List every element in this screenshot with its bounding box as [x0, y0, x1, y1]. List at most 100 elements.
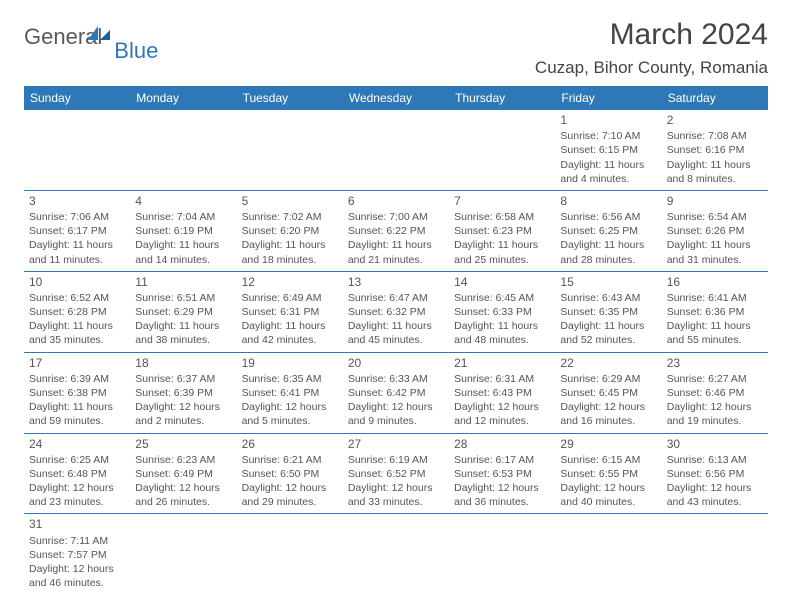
calendar-cell: 22Sunrise: 6:29 AMSunset: 6:45 PMDayligh… [555, 353, 661, 433]
calendar-cell: 31Sunrise: 7:11 AMSunset: 7:57 PMDayligh… [24, 514, 130, 594]
calendar-cell: 12Sunrise: 6:49 AMSunset: 6:31 PMDayligh… [237, 272, 343, 352]
cell-line: and 16 minutes. [560, 414, 656, 428]
calendar-cell: 24Sunrise: 6:25 AMSunset: 6:48 PMDayligh… [24, 434, 130, 514]
cell-line: Sunrise: 6:51 AM [135, 291, 231, 305]
cell-line: Sunrise: 6:37 AM [135, 372, 231, 386]
day-number: 30 [667, 436, 763, 452]
cell-line: and 35 minutes. [29, 333, 125, 347]
cell-line: and 43 minutes. [667, 495, 763, 509]
cell-line: Daylight: 11 hours [560, 158, 656, 172]
cell-line: Sunrise: 6:41 AM [667, 291, 763, 305]
day-number: 16 [667, 274, 763, 290]
calendar-cell [24, 110, 130, 190]
cell-line: Sunrise: 6:47 AM [348, 291, 444, 305]
calendar-row: 3Sunrise: 7:06 AMSunset: 6:17 PMDaylight… [24, 191, 768, 272]
cell-line: and 45 minutes. [348, 333, 444, 347]
calendar-cell: 23Sunrise: 6:27 AMSunset: 6:46 PMDayligh… [662, 353, 768, 433]
cell-line: and 31 minutes. [667, 253, 763, 267]
cell-line: Sunrise: 6:23 AM [135, 453, 231, 467]
day-number: 5 [242, 193, 338, 209]
calendar-cell: 25Sunrise: 6:23 AMSunset: 6:49 PMDayligh… [130, 434, 236, 514]
calendar-cell: 21Sunrise: 6:31 AMSunset: 6:43 PMDayligh… [449, 353, 555, 433]
cell-line: Daylight: 11 hours [29, 400, 125, 414]
cell-line: and 48 minutes. [454, 333, 550, 347]
cell-line: Daylight: 11 hours [454, 319, 550, 333]
day-number: 6 [348, 193, 444, 209]
cell-line: and 19 minutes. [667, 414, 763, 428]
cell-line: Sunset: 6:49 PM [135, 467, 231, 481]
cell-line: Sunrise: 6:54 AM [667, 210, 763, 224]
cell-line: Sunset: 6:29 PM [135, 305, 231, 319]
cell-line: and 12 minutes. [454, 414, 550, 428]
cell-line: Sunrise: 6:45 AM [454, 291, 550, 305]
cell-line: Sunset: 6:52 PM [348, 467, 444, 481]
day-number: 14 [454, 274, 550, 290]
cell-line: Sunset: 6:32 PM [348, 305, 444, 319]
cell-line: Daylight: 11 hours [135, 319, 231, 333]
cell-line: Sunrise: 6:31 AM [454, 372, 550, 386]
calendar-cell: 8Sunrise: 6:56 AMSunset: 6:25 PMDaylight… [555, 191, 661, 271]
calendar-cell [130, 514, 236, 594]
calendar-cell: 13Sunrise: 6:47 AMSunset: 6:32 PMDayligh… [343, 272, 449, 352]
cell-line: and 59 minutes. [29, 414, 125, 428]
cell-line: Sunrise: 6:52 AM [29, 291, 125, 305]
calendar-cell: 1Sunrise: 7:10 AMSunset: 6:15 PMDaylight… [555, 110, 661, 190]
cell-line: Sunrise: 6:58 AM [454, 210, 550, 224]
day-number: 25 [135, 436, 231, 452]
calendar-cell: 2Sunrise: 7:08 AMSunset: 6:16 PMDaylight… [662, 110, 768, 190]
cell-line: Sunrise: 6:17 AM [454, 453, 550, 467]
day-number: 4 [135, 193, 231, 209]
cell-line: and 14 minutes. [135, 253, 231, 267]
calendar-cell: 16Sunrise: 6:41 AMSunset: 6:36 PMDayligh… [662, 272, 768, 352]
day-number: 15 [560, 274, 656, 290]
cell-line: and 55 minutes. [667, 333, 763, 347]
cell-line: Sunset: 6:53 PM [454, 467, 550, 481]
location: Cuzap, Bihor County, Romania [535, 58, 768, 78]
cell-line: and 11 minutes. [29, 253, 125, 267]
cell-line: Sunset: 6:35 PM [560, 305, 656, 319]
cell-line: Daylight: 12 hours [454, 481, 550, 495]
cell-line: Daylight: 11 hours [667, 319, 763, 333]
calendar-row: 1Sunrise: 7:10 AMSunset: 6:15 PMDaylight… [24, 110, 768, 191]
day-number: 28 [454, 436, 550, 452]
cell-line: Sunset: 6:20 PM [242, 224, 338, 238]
cell-line: and 18 minutes. [242, 253, 338, 267]
calendar-cell: 30Sunrise: 6:13 AMSunset: 6:56 PMDayligh… [662, 434, 768, 514]
title-block: March 2024 Cuzap, Bihor County, Romania [535, 18, 768, 78]
cell-line: Daylight: 12 hours [560, 400, 656, 414]
cell-line: Sunrise: 6:25 AM [29, 453, 125, 467]
cell-line: and 36 minutes. [454, 495, 550, 509]
day-number: 18 [135, 355, 231, 371]
day-number: 7 [454, 193, 550, 209]
cell-line: Sunset: 6:16 PM [667, 143, 763, 157]
cell-line: and 4 minutes. [560, 172, 656, 186]
calendar-cell [130, 110, 236, 190]
day-header: Saturday [662, 86, 768, 110]
header: General Blue March 2024 Cuzap, Bihor Cou… [24, 18, 768, 78]
day-number: 12 [242, 274, 338, 290]
day-header: Friday [555, 86, 661, 110]
calendar-cell [343, 110, 449, 190]
day-number: 8 [560, 193, 656, 209]
cell-line: and 21 minutes. [348, 253, 444, 267]
cell-line: Sunset: 6:45 PM [560, 386, 656, 400]
sail-icon [86, 24, 112, 42]
cell-line: Sunset: 6:46 PM [667, 386, 763, 400]
day-number: 3 [29, 193, 125, 209]
cell-line: Daylight: 12 hours [242, 400, 338, 414]
day-number: 31 [29, 516, 125, 532]
day-header: Tuesday [237, 86, 343, 110]
cell-line: Daylight: 11 hours [29, 238, 125, 252]
cell-line: Sunset: 6:31 PM [242, 305, 338, 319]
cell-line: Daylight: 11 hours [29, 319, 125, 333]
cell-line: Sunrise: 6:21 AM [242, 453, 338, 467]
cell-line: Sunrise: 6:56 AM [560, 210, 656, 224]
cell-line: Daylight: 12 hours [29, 481, 125, 495]
calendar-cell: 29Sunrise: 6:15 AMSunset: 6:55 PMDayligh… [555, 434, 661, 514]
cell-line: Sunset: 6:42 PM [348, 386, 444, 400]
calendar-cell [449, 110, 555, 190]
calendar-cell: 5Sunrise: 7:02 AMSunset: 6:20 PMDaylight… [237, 191, 343, 271]
cell-line: Daylight: 12 hours [135, 400, 231, 414]
cell-line: and 40 minutes. [560, 495, 656, 509]
cell-line: and 28 minutes. [560, 253, 656, 267]
